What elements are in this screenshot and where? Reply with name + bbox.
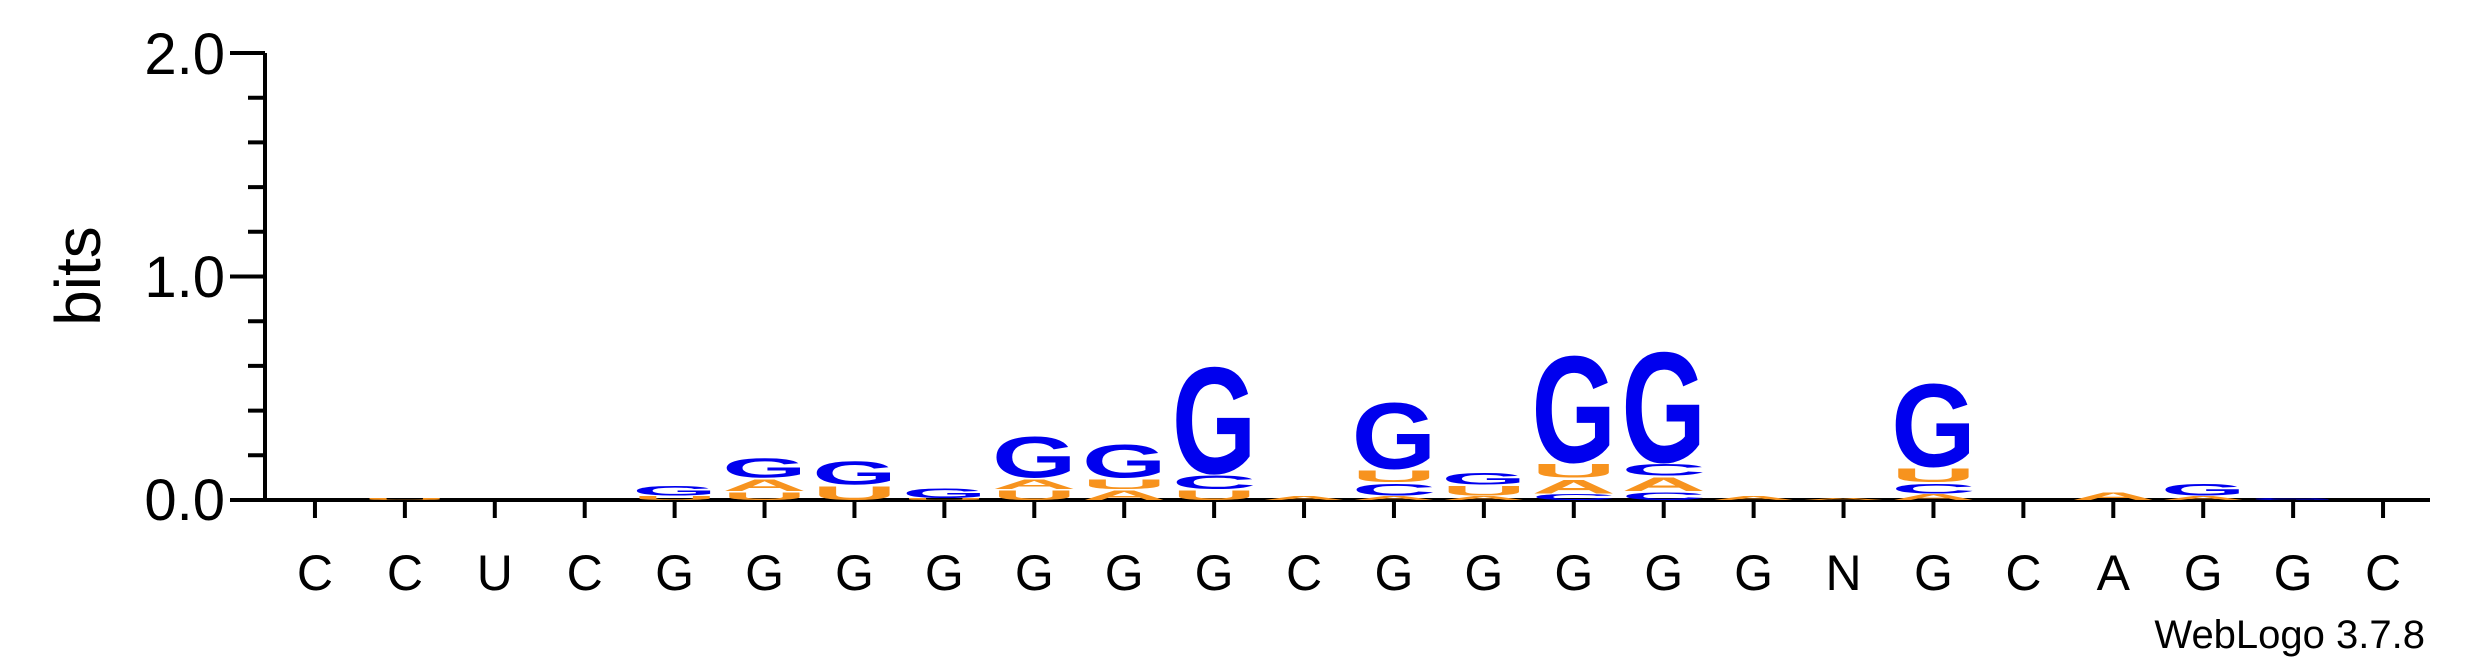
y-minor-ticks bbox=[248, 95, 265, 458]
y-tick-label-2: 2.0 bbox=[144, 22, 225, 87]
x-tick-label-21: A bbox=[2097, 545, 2131, 601]
x-tick-label-9: G bbox=[1015, 545, 1054, 601]
x-tick-label-17: G bbox=[1734, 545, 1773, 601]
weblogo-credit: WebLogo 3.7.8 bbox=[2154, 613, 2425, 657]
x-tick-label-20: C bbox=[2005, 545, 2041, 601]
x-tick-label-10: G bbox=[1105, 545, 1144, 601]
logo-letter-g: G bbox=[2251, 498, 2335, 501]
logo-letter-g: G bbox=[902, 485, 986, 500]
logo-letter-u: U bbox=[363, 497, 448, 500]
x-tick-label-15: G bbox=[1554, 545, 1593, 601]
logo-letter-a: A bbox=[722, 476, 807, 495]
logo-letter-c: C bbox=[1172, 471, 1257, 493]
logo-letter-g: G bbox=[992, 426, 1076, 491]
logo-letter-c: C bbox=[1621, 460, 1706, 479]
logo-letter-u: U bbox=[1442, 483, 1527, 498]
y-axis-label: bits bbox=[42, 226, 114, 326]
logo-letter-c: C bbox=[1891, 481, 1976, 496]
logo-letter-a: A bbox=[1442, 495, 1527, 501]
logo-letter-u: U bbox=[992, 488, 1077, 503]
logo-letter-g: G bbox=[722, 452, 806, 483]
logo-letter-g: G bbox=[1442, 470, 1527, 488]
logo-letter-a: A bbox=[1262, 495, 1347, 501]
logo-letter-c: C bbox=[1532, 492, 1617, 501]
logo-letter-a: A bbox=[1532, 476, 1617, 498]
logo-letter-a: A bbox=[1082, 488, 1167, 503]
x-tick-label-11: G bbox=[1195, 545, 1234, 601]
logo-letter-g: G bbox=[812, 455, 896, 492]
logo-letter-u: U bbox=[812, 482, 897, 504]
x-tick-label-2: C bbox=[387, 545, 423, 601]
x-tick-label-4: C bbox=[567, 545, 603, 601]
x-tick-label-3: U bbox=[477, 545, 513, 601]
x-tick-label-7: G bbox=[835, 545, 874, 601]
logo-letter-u: U bbox=[1532, 460, 1617, 482]
logo-letter-a: A bbox=[1801, 497, 1886, 500]
x-tick-label-8: G bbox=[925, 545, 964, 601]
x-tick-label-16: G bbox=[1644, 545, 1683, 601]
logo-letter-g: G bbox=[1891, 360, 1975, 493]
logo-letter-a: A bbox=[1352, 495, 1437, 501]
x-tick-label-6: G bbox=[745, 545, 784, 601]
logo-letter-c: C bbox=[1621, 490, 1706, 502]
x-tick-label-22: G bbox=[2184, 545, 2223, 601]
logo-letter-c: C bbox=[1352, 480, 1437, 499]
logo-letter-g: G bbox=[2161, 481, 2246, 499]
logo-letter-u: U bbox=[1352, 467, 1437, 486]
logo-letter-u: U bbox=[632, 495, 717, 501]
x-tick-label-12: C bbox=[1286, 545, 1322, 601]
x-tick-label-24: C bbox=[2365, 545, 2401, 601]
logo-letter-u: U bbox=[1891, 465, 1976, 487]
logo-letter-a: A bbox=[2071, 490, 2156, 502]
x-tick-label-5: G bbox=[655, 545, 694, 601]
y-tick-label-1: 1.0 bbox=[144, 245, 225, 310]
logo-letter-g: G bbox=[1082, 435, 1166, 488]
logo-letter-a: A bbox=[1891, 492, 1976, 501]
logo-letter-g: G bbox=[632, 483, 716, 498]
logo-letter-g: G bbox=[1532, 325, 1617, 495]
logo-letter-g: G bbox=[1352, 383, 1437, 489]
logo-letter-u: U bbox=[1082, 476, 1167, 491]
logo-letter-a: A bbox=[1621, 473, 1706, 495]
logo-letter-a: A bbox=[2161, 495, 2246, 501]
y-tick-label-0: 0.0 bbox=[144, 468, 225, 533]
y-axis: 2.0 1.0 0.0 bits bbox=[42, 22, 267, 533]
logo-letter-u: U bbox=[1172, 488, 1257, 503]
logo-letter-u: U bbox=[902, 497, 987, 500]
x-tick-label-13: G bbox=[1375, 545, 1414, 601]
x-tick-label-23: G bbox=[2274, 545, 2313, 601]
logo-letter-u: U bbox=[722, 490, 807, 502]
x-tick-label-1: C bbox=[297, 545, 333, 601]
x-tick-label-18: N bbox=[1825, 545, 1861, 601]
logo-letter-g: G bbox=[1621, 319, 1706, 496]
logo-letter-a: A bbox=[992, 476, 1077, 491]
x-tick-label-14: G bbox=[1464, 545, 1503, 601]
x-tick-label-19: G bbox=[1914, 545, 1953, 601]
logo-letter-a: A bbox=[1711, 495, 1796, 501]
logo-letter-g: G bbox=[1172, 336, 1257, 506]
